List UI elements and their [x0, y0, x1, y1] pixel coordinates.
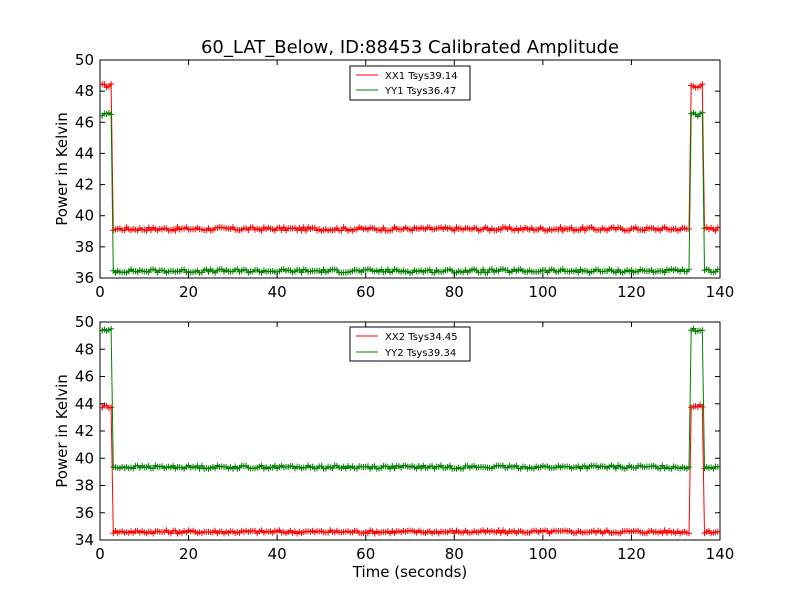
data-point-marker — [480, 266, 487, 273]
data-point-marker — [108, 111, 115, 118]
data-point-marker — [612, 269, 619, 276]
data-point-marker — [258, 227, 265, 234]
top-y-tick-label: 44 — [75, 144, 94, 162]
bottom-series-markers-1 — [100, 401, 720, 537]
top-y-tick-label: 50 — [75, 51, 94, 69]
top-x-tick-label: 120 — [617, 283, 646, 301]
data-point-marker — [686, 266, 692, 273]
top-y-axis-label: Power in Kelvin — [53, 112, 71, 226]
bottom-x-tick-label: 40 — [268, 545, 287, 563]
data-point-marker — [686, 226, 692, 232]
data-point-marker — [280, 224, 287, 231]
top-legend-label-yy1: YY1 Tsys36.47 — [384, 86, 456, 97]
data-point-marker — [380, 224, 387, 231]
bottom-x-tick-label: 140 — [706, 545, 735, 563]
figure-title: 60_LAT_Below, ID:88453 Calibrated Amplit… — [201, 37, 619, 58]
top-x-tick-label: 0 — [95, 283, 105, 301]
bottom-x-tick-label: 20 — [179, 545, 198, 563]
data-point-marker — [384, 266, 391, 273]
data-point-marker — [258, 462, 265, 469]
data-point-marker — [699, 109, 706, 116]
data-point-marker — [108, 81, 115, 88]
bottom-x-tick-label: 0 — [95, 545, 105, 563]
bottom-ticks: 0 20 40 60 80 100 120 140 34 36 38 40 42 44 46 48 50 — [75, 313, 734, 563]
bottom-y-tick-label: 48 — [75, 340, 94, 358]
bottom-y-tick-label: 38 — [75, 477, 94, 495]
top-axes-frame — [99, 59, 721, 279]
top-ticks: 0 20 40 60 80 100 120 140 36 38 40 42 44 46 48 50 — [75, 51, 734, 301]
data-point-marker — [121, 227, 128, 234]
data-point-marker — [298, 269, 305, 276]
data-point-marker — [712, 227, 719, 234]
data-point-marker — [686, 463, 692, 470]
bottom-subplot: 0 20 40 60 80 100 120 140 34 36 38 40 42 44 46 48 50 Pow… — [53, 313, 734, 581]
data-point-marker — [699, 403, 706, 410]
top-subplot: 0 20 40 60 80 100 120 140 36 38 40 42 44 46 48 50 Power… — [53, 51, 734, 301]
data-point-marker — [338, 227, 345, 234]
bottom-x-tick-label: 100 — [529, 545, 558, 563]
bottom-y-tick-label: 44 — [75, 395, 94, 413]
top-y-tick-label: 38 — [75, 238, 94, 256]
top-x-tick-label: 60 — [356, 283, 375, 301]
data-point-marker — [172, 227, 179, 234]
bottom-legend: XX2 Tsys34.45 YY2 Tsys39.34 — [349, 326, 471, 362]
data-point-marker — [143, 227, 150, 234]
top-y-tick-label: 48 — [75, 82, 94, 100]
data-point-marker — [699, 81, 706, 88]
bottom-x-tick-label: 80 — [445, 545, 464, 563]
bottom-y-tick-label: 46 — [75, 368, 94, 386]
bottom-legend-label-xx2: XX2 Tsys34.45 — [385, 332, 458, 343]
top-legend-label-xx1: XX1 Tsys39.14 — [385, 71, 458, 82]
bottom-x-tick-label: 60 — [356, 545, 375, 563]
top-legend: XX1 Tsys39.14 YY1 Tsys36.47 — [349, 65, 471, 101]
data-point-marker — [699, 327, 706, 334]
data-point-marker — [364, 530, 371, 537]
top-y-tick-label: 46 — [75, 113, 94, 131]
data-point-marker — [690, 325, 697, 332]
bottom-legend-label-yy2: YY2 Tsys39.34 — [384, 348, 456, 359]
top-plot-area — [100, 81, 720, 276]
bottom-y-tick-label: 34 — [75, 531, 94, 549]
top-x-tick-label: 140 — [706, 283, 735, 301]
data-point-marker — [579, 224, 586, 231]
top-x-tick-label: 100 — [529, 283, 558, 301]
top-x-tick-label: 20 — [179, 283, 198, 301]
top-y-tick-label: 40 — [75, 207, 94, 225]
bottom-plot-area — [100, 325, 720, 537]
data-point-marker — [101, 81, 108, 88]
data-point-marker — [451, 227, 458, 234]
bottom-x-axis-label: Time (seconds) — [352, 563, 468, 581]
data-point-marker — [686, 530, 692, 537]
bottom-y-tick-label: 36 — [75, 504, 94, 522]
top-x-tick-label: 80 — [445, 283, 464, 301]
data-point-marker — [568, 224, 575, 231]
data-point-marker — [575, 269, 582, 276]
top-x-tick-label: 40 — [268, 283, 287, 301]
bottom-y-tick-label: 40 — [75, 449, 94, 467]
top-legend-box — [349, 65, 471, 101]
top-y-tick-label: 36 — [75, 269, 94, 287]
data-point-marker — [108, 325, 115, 332]
bottom-legend-box — [349, 326, 471, 362]
data-point-marker — [557, 224, 564, 231]
data-point-marker — [302, 227, 309, 234]
bottom-y-tick-label: 50 — [75, 313, 94, 331]
top-series-markers-2 — [100, 109, 720, 276]
bottom-y-axis-label: Power in Kelvin — [53, 374, 71, 488]
data-point-marker — [108, 404, 115, 411]
bottom-series-markers-2 — [100, 325, 720, 472]
data-point-marker — [612, 465, 619, 472]
top-series-markers-1 — [100, 81, 720, 234]
bottom-x-tick-label: 120 — [617, 545, 646, 563]
top-y-tick-label: 42 — [75, 176, 94, 194]
bottom-y-tick-label: 42 — [75, 422, 94, 440]
data-point-marker — [661, 269, 668, 276]
